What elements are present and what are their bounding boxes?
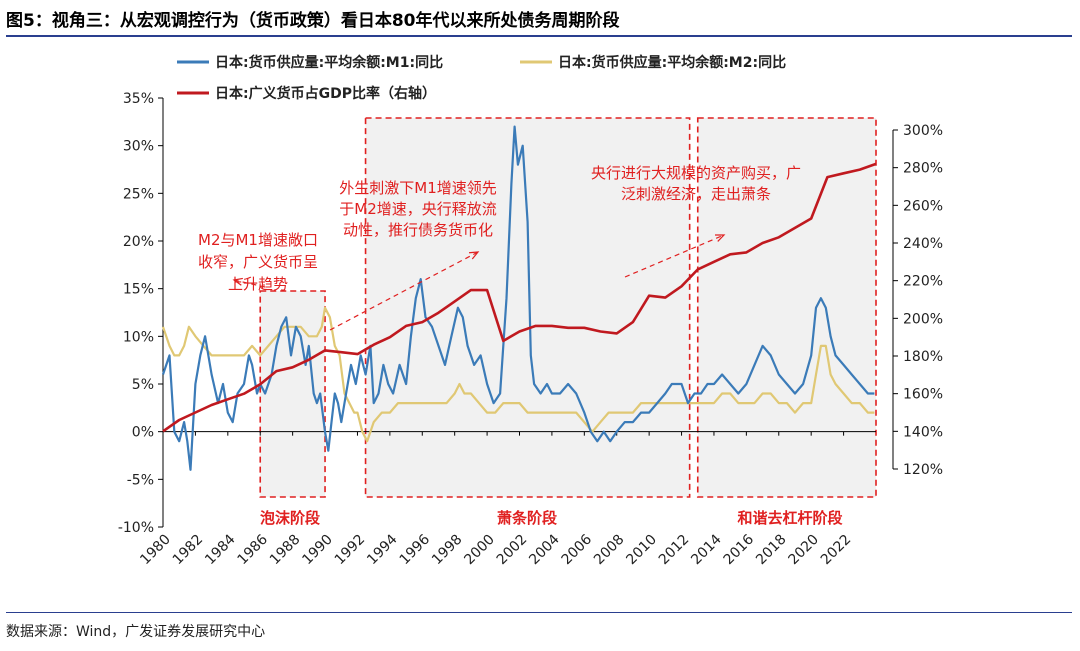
left-tick-label: 25%	[123, 186, 154, 202]
left-tick-label: 5%	[132, 377, 154, 393]
x-tick-label: 2020	[785, 532, 822, 569]
annotation-text: 外生刺激下M1增速领先	[339, 179, 497, 197]
title-divider	[6, 35, 1072, 37]
footer-divider	[6, 612, 1072, 613]
right-tick-label: 220%	[903, 274, 943, 290]
legend-label-m1: 日本:货币供应量:平均余额:M1:同比	[215, 54, 443, 71]
annotation-text: 上升趋势	[228, 275, 288, 293]
left-tick-label: 0%	[132, 425, 154, 441]
figure-title: 图5：视角三：从宏观调控行为（货币政策）看日本80年代以来所处债务周期阶段	[6, 11, 620, 31]
series-line-m1	[161, 125, 875, 471]
x-tick-label: 2008	[591, 532, 628, 569]
annotation-text: 于M2增速，央行释放流	[339, 200, 497, 218]
left-tick-label: -10%	[118, 520, 154, 536]
annotation-arrowhead	[232, 277, 243, 286]
right-tick-label: 300%	[903, 123, 943, 139]
x-tick-label: 1992	[332, 532, 369, 569]
annotation-arrowhead	[468, 251, 480, 260]
phase-box	[364, 117, 691, 498]
x-tick-label: 1980	[137, 532, 174, 569]
x-tick-label: 1996	[397, 531, 434, 568]
right-tick-label: 120%	[903, 462, 943, 478]
x-tick-label: 2004	[526, 531, 563, 568]
annotation-arrow	[329, 251, 479, 331]
annotation-text: 动性，推行债务货币化	[343, 221, 493, 239]
right-tick-label: 160%	[903, 387, 943, 403]
right-tick-label: 280%	[903, 161, 943, 177]
annotation-arrowhead	[714, 234, 726, 242]
annotation-text: 收窄，广义货币呈	[198, 253, 318, 271]
left-tick-label: 30%	[123, 139, 154, 155]
x-tick-label: 2006	[559, 531, 596, 568]
phase-box	[259, 290, 326, 498]
left-tick-label: 35%	[123, 91, 154, 107]
x-tick-label: 1994	[364, 531, 401, 568]
x-tick-label: 1986	[235, 531, 272, 568]
left-tick-label: -5%	[127, 472, 154, 488]
x-tick-label: 2022	[818, 532, 855, 569]
right-tick-label: 140%	[903, 424, 943, 440]
legend-label-m2: 日本:货币供应量:平均余额:M2:同比	[558, 54, 786, 71]
x-tick-label: 1998	[429, 532, 466, 569]
right-tick-label: 260%	[903, 198, 943, 214]
annotation-text: 央行进行大规模的资产购买，广	[591, 164, 801, 182]
source-note: 数据来源：Wind，广发证券发展研究中心	[6, 624, 266, 640]
phase-label: 萧条阶段	[497, 509, 557, 527]
right-tick-label: 240%	[903, 236, 943, 252]
annotation-text: M2与M1增速敞口	[198, 231, 318, 249]
x-tick-label: 2012	[656, 532, 693, 569]
left-tick-label: 10%	[123, 329, 154, 345]
series-line-gdp	[162, 162, 877, 433]
x-tick-label: 2018	[753, 532, 790, 569]
x-tick-label: 2010	[623, 532, 660, 569]
x-tick-label: 1982	[170, 532, 207, 569]
left-tick-label: 20%	[123, 234, 154, 250]
legend-label-gdp: 日本:广义货币占GDP比率（右轴）	[215, 85, 436, 102]
x-tick-label: 2016	[721, 531, 758, 568]
left-tick-label: 15%	[123, 282, 154, 298]
x-tick-label: 2014	[688, 531, 725, 568]
x-tick-label: 1988	[267, 532, 304, 569]
x-tick-label: 2000	[461, 532, 498, 569]
phase-label: 泡沫阶段	[260, 509, 320, 527]
annotation-text: 泛刺激经济，走出萧条	[621, 185, 771, 203]
right-tick-label: 180%	[903, 349, 943, 365]
right-tick-label: 200%	[903, 311, 943, 327]
phase-label: 和谐去杠杆阶段	[737, 509, 842, 527]
x-tick-label: 1984	[202, 531, 239, 568]
phase-box	[696, 117, 877, 498]
x-tick-label: 1990	[299, 532, 336, 569]
x-tick-label: 2002	[494, 532, 531, 569]
